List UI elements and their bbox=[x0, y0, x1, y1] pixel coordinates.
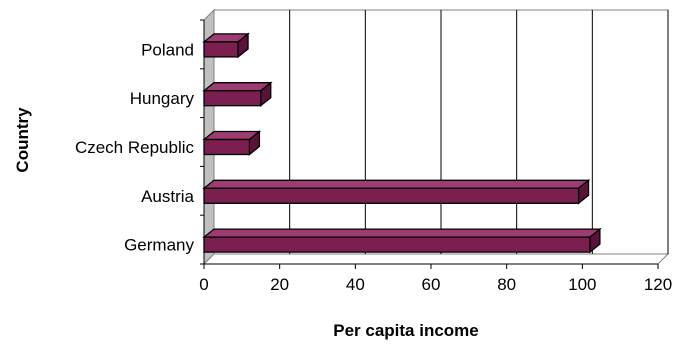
plot-frame bbox=[202, 8, 670, 266]
x-tick-labels: 0 20 40 60 80 100 120 bbox=[199, 275, 672, 294]
bar-top-face bbox=[202, 179, 591, 189]
bar-austria bbox=[202, 178, 591, 205]
bar-top-face bbox=[202, 228, 602, 238]
x-tick-label: 20 bbox=[270, 275, 289, 294]
bar-czech-republic bbox=[202, 130, 262, 156]
bar-poland bbox=[202, 32, 250, 59]
category-label: Czech Republic bbox=[75, 138, 195, 157]
x-tick-label: 40 bbox=[346, 275, 365, 294]
bar-front-face bbox=[203, 187, 580, 204]
x-axis-title: Per capita income bbox=[333, 321, 479, 340]
bar-germany bbox=[202, 227, 602, 254]
bar-front-face bbox=[203, 90, 262, 107]
category-label: Austria bbox=[141, 187, 194, 206]
category-labels: Poland Hungary Czech Republic Austria German… bbox=[75, 40, 195, 254]
bar-front-face bbox=[203, 138, 251, 156]
x-tick-label: 100 bbox=[568, 275, 596, 294]
x-tick-label: 0 bbox=[199, 275, 208, 294]
floor bbox=[202, 253, 670, 265]
bar-front-face bbox=[203, 236, 591, 253]
category-label: Germany bbox=[124, 236, 194, 255]
bars bbox=[202, 32, 602, 254]
x-tick-label: 60 bbox=[422, 275, 441, 294]
x-tick-label: 80 bbox=[497, 275, 516, 294]
bar-top-face bbox=[202, 82, 273, 92]
x-tick-label: 120 bbox=[644, 275, 672, 294]
gridlines bbox=[289, 10, 669, 254]
y-axis-title: Country bbox=[13, 107, 32, 173]
category-label: Hungary bbox=[130, 89, 195, 108]
bar-front-face bbox=[203, 41, 239, 58]
category-label: Poland bbox=[141, 40, 194, 59]
axes bbox=[200, 19, 659, 269]
bar-hungary bbox=[202, 81, 273, 108]
